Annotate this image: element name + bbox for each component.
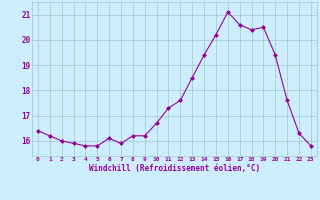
X-axis label: Windchill (Refroidissement éolien,°C): Windchill (Refroidissement éolien,°C) [89, 164, 260, 173]
